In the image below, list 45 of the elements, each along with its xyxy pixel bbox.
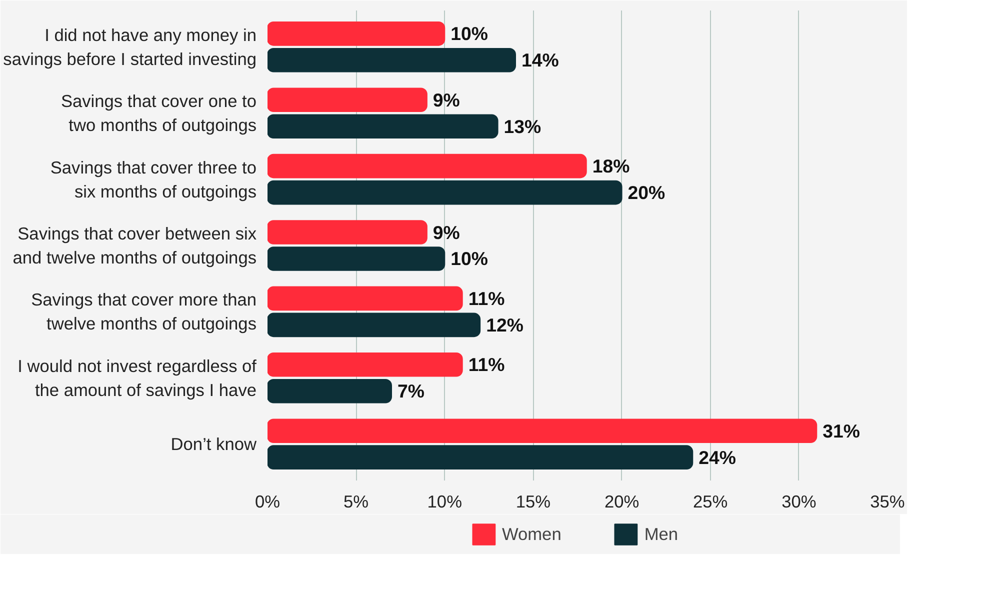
x-tick-label: 20% [604,492,640,512]
x-tick-label: 35% [870,492,905,512]
bar [268,246,446,271]
x-tick-label: 5% [344,492,369,512]
bar [268,154,587,178]
data-label: 24% [698,446,736,468]
y-tick-label: Savings that cover between six and twelve months of outgoings [12,224,257,268]
x-tick-label: 10% [427,492,462,512]
data-label: 31% [822,420,860,442]
data-label: 18% [592,156,630,177]
bar [268,180,622,205]
y-tick-label: Don’t know [170,434,257,454]
y-tick-label: Savings that cover three to six months of outgoings [50,157,257,202]
y-tick-label: Savings that cover one to two months of outgoings [60,91,257,136]
legend-label: Women [502,524,562,544]
x-tick-label: 30% [782,492,816,512]
data-label: 10% [450,23,488,44]
bar [268,352,463,377]
data-label: 9% [432,222,460,243]
data-label: 20% [628,182,666,204]
x-tick-label: 0% [254,492,280,512]
data-label: 11% [468,288,506,309]
y-tick-label: I would not invest regardless of the amount of savings I have [18,356,257,400]
bar [268,22,446,46]
y-tick-label: I did not have any money in savings before I started investing [3,24,257,69]
bar [268,88,428,112]
bar [268,312,481,338]
x-tick-label: 15% [516,492,551,512]
bar [268,286,463,311]
data-label: 7% [398,380,425,402]
bar [268,114,498,138]
bar [268,445,694,470]
data-label: 13% [504,116,542,137]
data-label: 9% [432,89,460,110]
data-label: 11% [468,354,506,376]
data-label: 12% [486,314,524,336]
bar [268,378,392,404]
x-tick-label: 25% [693,492,728,512]
data-label: 10% [450,248,488,270]
bar [268,220,428,244]
bar [268,418,818,444]
legend-label: Men [644,524,678,544]
y-tick-label: Savings that cover more than twelve months of outgoings [31,290,257,334]
bar [268,48,516,72]
data-label: 14% [522,50,560,71]
